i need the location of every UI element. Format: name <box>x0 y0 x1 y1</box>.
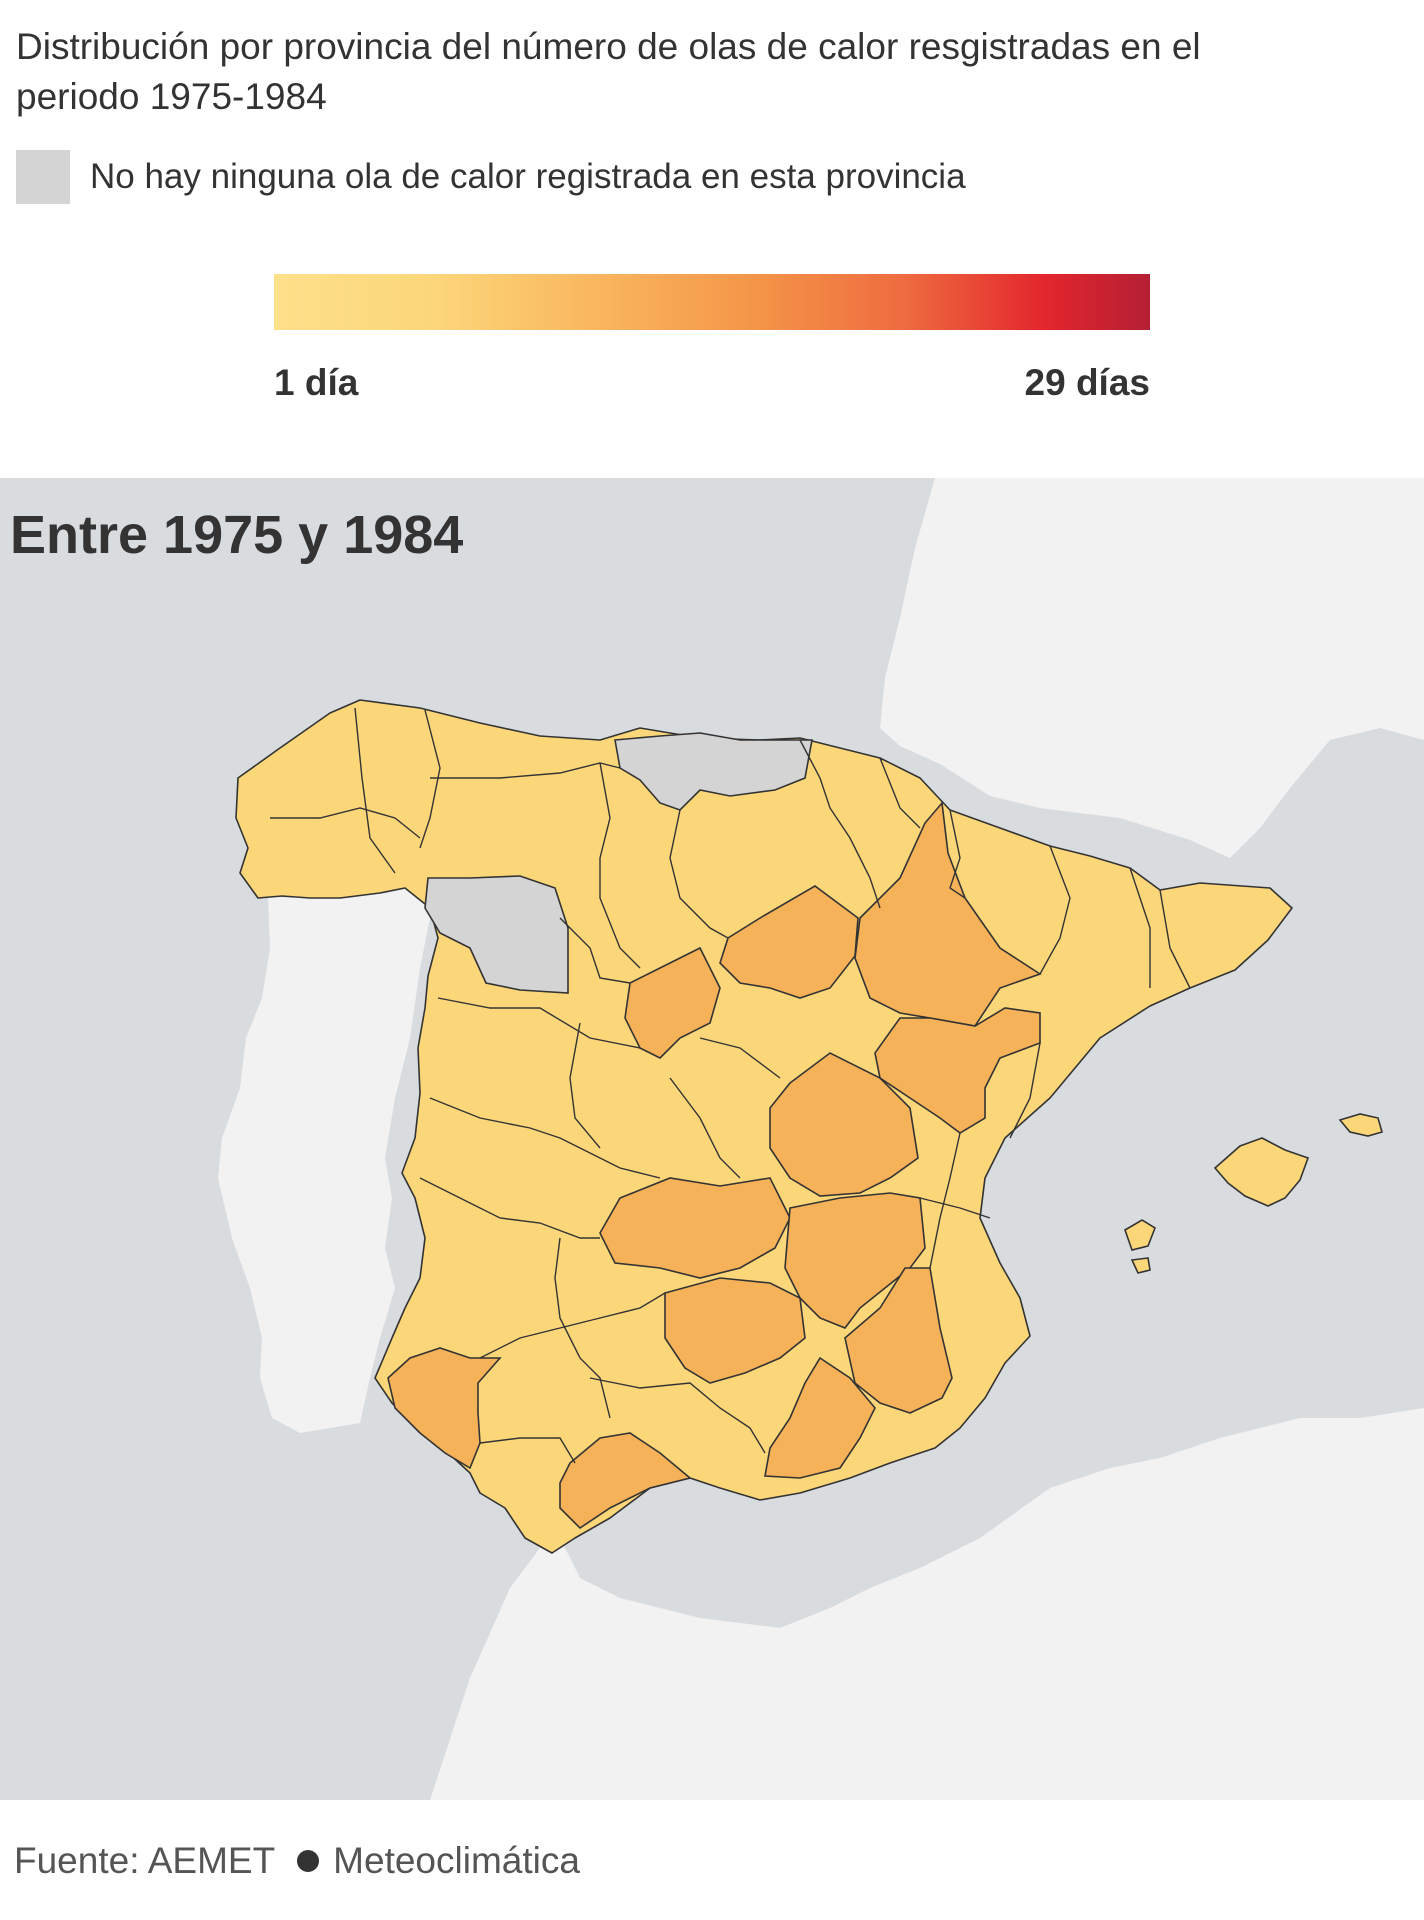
province-malaga <box>559 1432 692 1530</box>
island-ibiza <box>1124 1219 1156 1251</box>
province-teruel <box>874 1007 1041 1134</box>
island-formentera <box>1130 1257 1151 1274</box>
portugal-land <box>218 878 435 1433</box>
no-data-legend: No hay ninguna ola de calor registrada e… <box>16 150 966 204</box>
chart-title: Distribución por provincia del número de… <box>16 26 1201 117</box>
color-scale-bar <box>274 274 1150 330</box>
province-borders <box>270 707 1191 1464</box>
province-ciudad-real <box>599 1177 791 1279</box>
province-jaen <box>664 1277 806 1384</box>
province-murcia <box>844 1267 953 1414</box>
africa-land <box>430 1408 1424 1800</box>
province-almeria <box>764 1356 876 1479</box>
map-canvas <box>218 478 1424 1800</box>
no-data-swatch <box>16 150 70 204</box>
province-zamora <box>424 875 569 994</box>
map-title: Entre 1975 y 1984 <box>10 505 464 565</box>
source-label: Fuente: AEMET <box>14 1840 276 1881</box>
province-cuenca <box>769 1052 919 1197</box>
france-land <box>880 478 1424 858</box>
source-label-2: Meteoclimática <box>333 1840 580 1881</box>
province-soria <box>719 885 859 999</box>
island-menorca <box>1338 1113 1383 1137</box>
island-mallorca <box>1213 1137 1310 1207</box>
map: Entre 1975 y 1984 <box>0 478 1424 1800</box>
no-data-label: No hay ninguna ola de calor registrada e… <box>90 157 966 196</box>
source-line: Fuente: AEMET Meteoclimática <box>14 1840 580 1882</box>
scale-min-label: 1 día <box>274 362 359 403</box>
separator-dot <box>297 1850 320 1873</box>
spain-land <box>235 699 1293 1554</box>
province-huelva <box>387 1347 502 1470</box>
scale-max-label: 29 días <box>1024 362 1150 403</box>
province-cantabria-basque <box>614 732 813 811</box>
province-valladolid-area <box>624 946 721 1059</box>
